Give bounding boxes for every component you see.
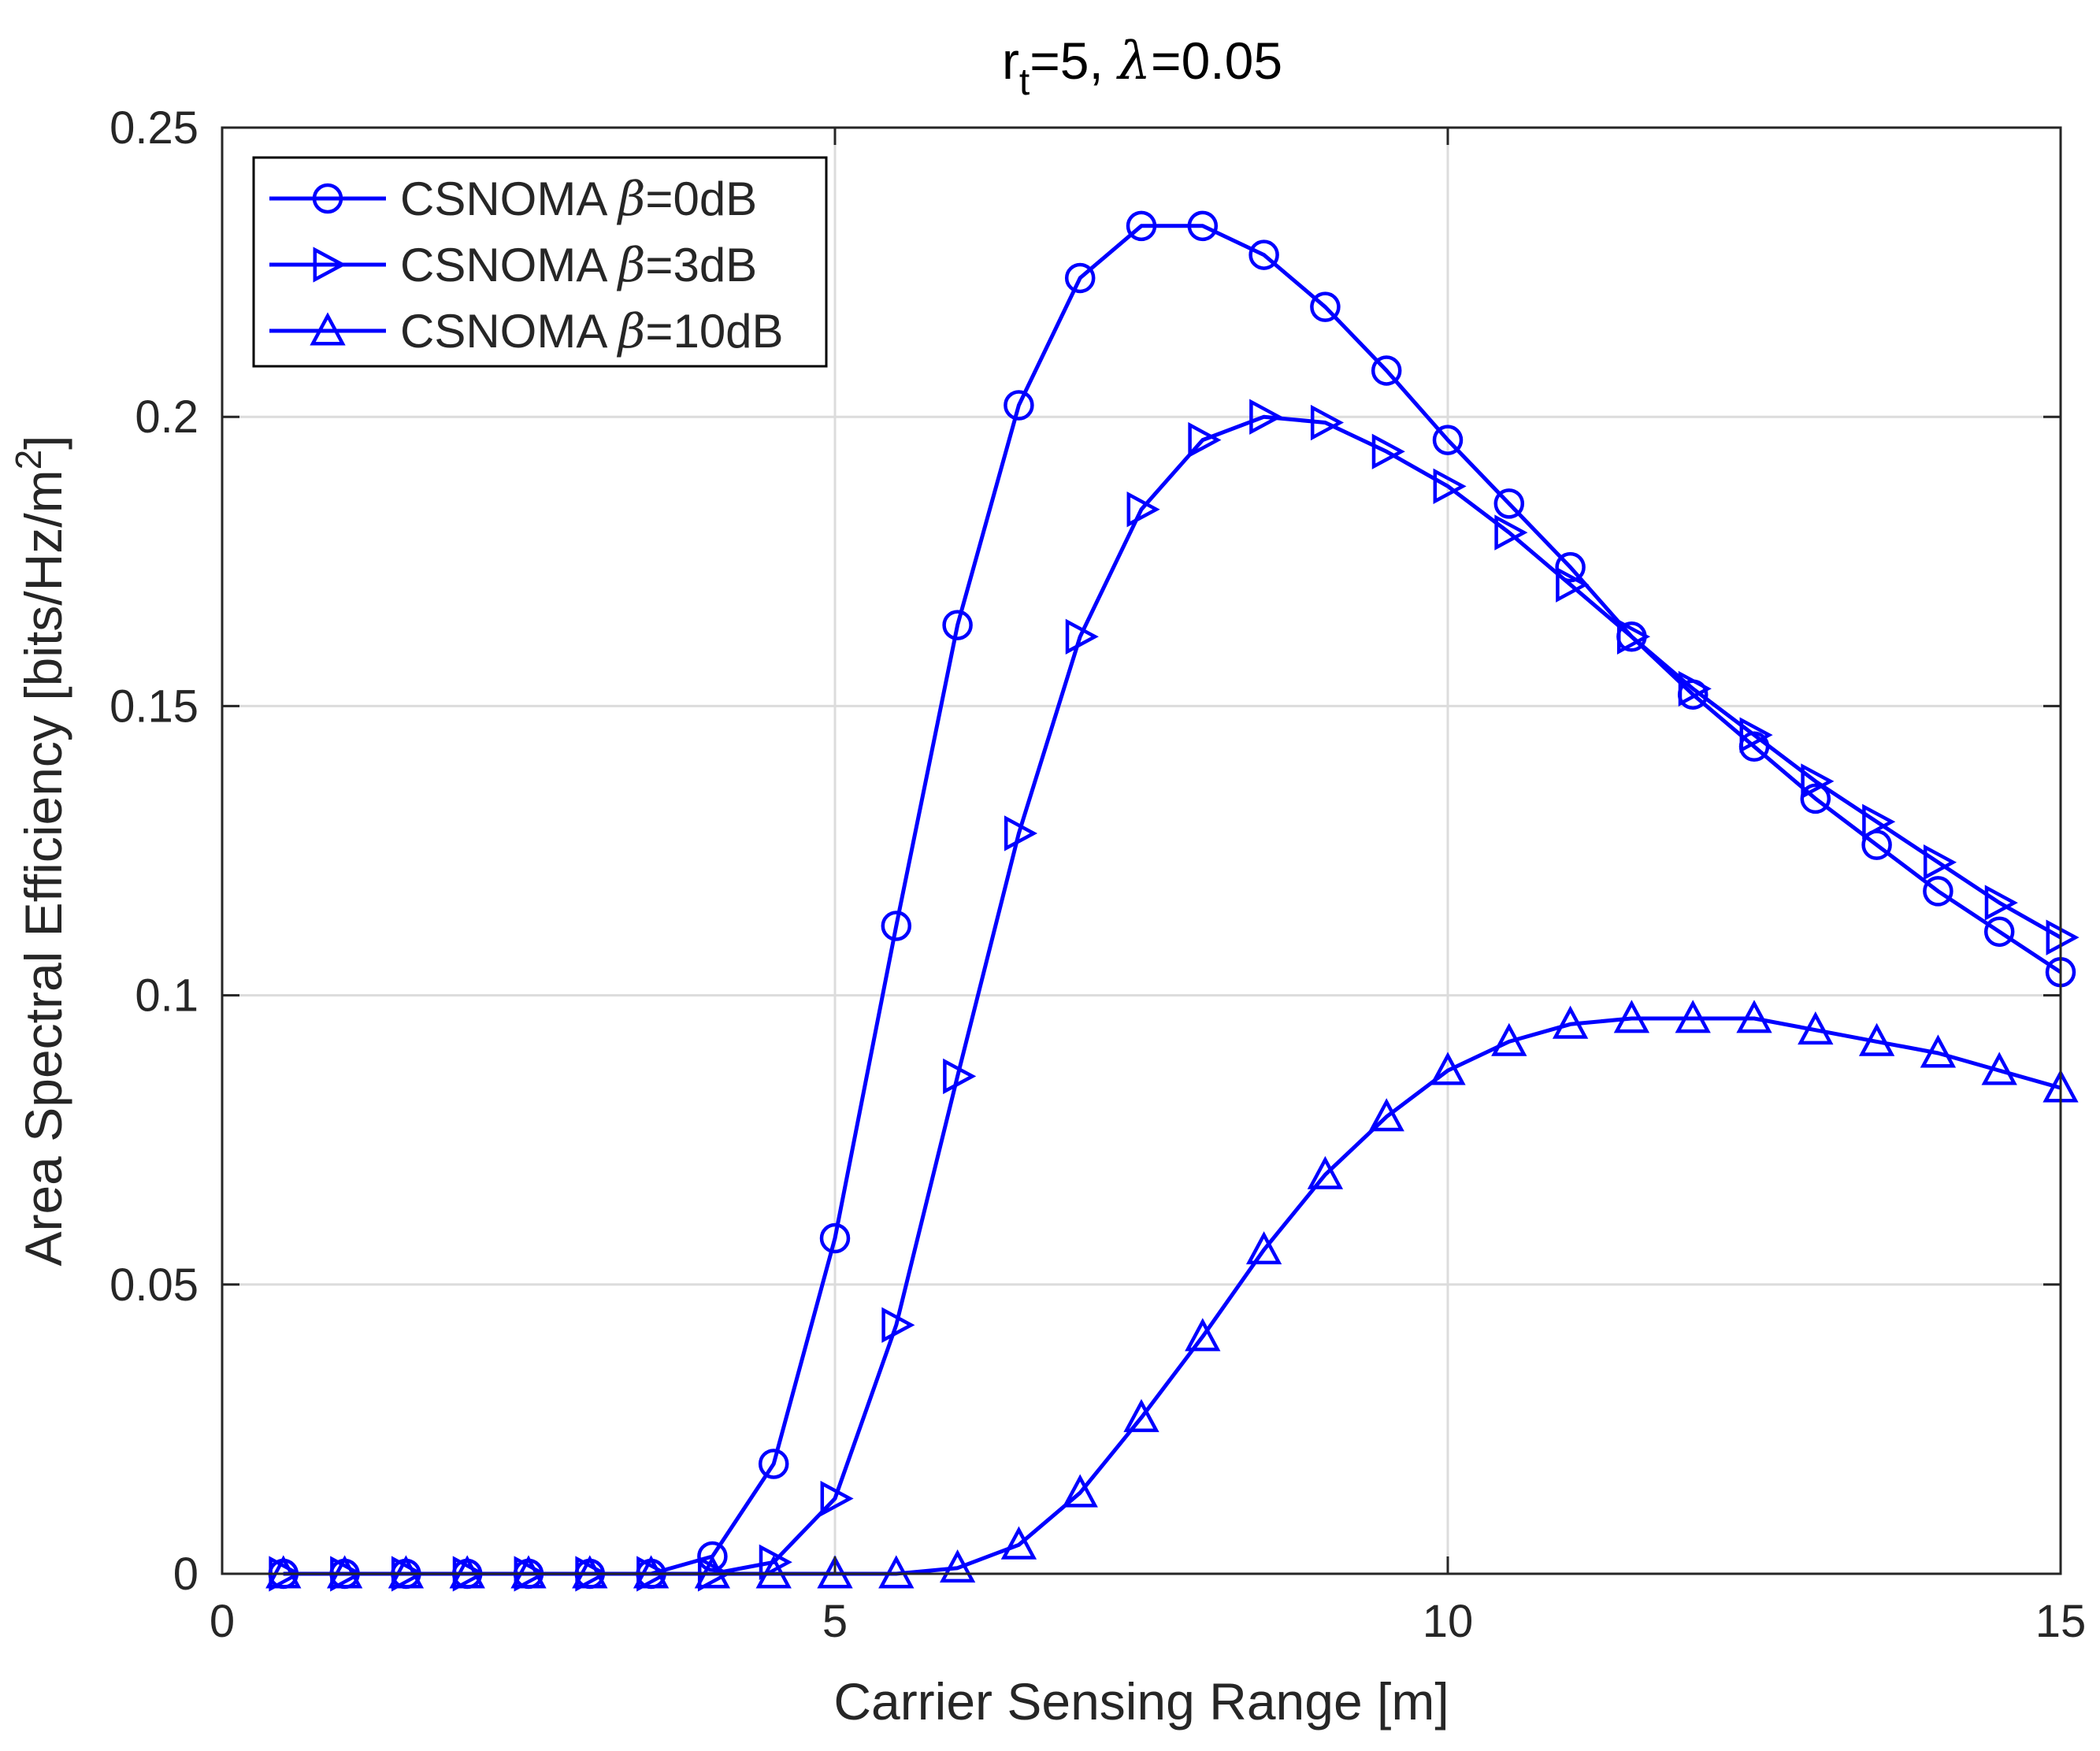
y-tick-label: 0.05 [109,1259,198,1311]
data-point [881,1307,915,1343]
data-point [1858,1022,1895,1056]
y-tick-label: 0.2 [135,391,198,443]
data-point [1062,1474,1098,1508]
data-point [1981,1052,2017,1085]
data-point [1433,468,1467,504]
data-point [1248,239,1279,270]
data-point [1371,433,1405,469]
data-point [758,1449,789,1479]
y-axis-title-sup: 2 [8,450,49,470]
data-point [939,1549,976,1583]
data-point [1923,876,1953,907]
y-tick-label: 0 [173,1549,198,1600]
y-axis-title-main: Area Spectral Efficiency [bits/Hz/m [14,469,72,1266]
title-end: =0.05 [1151,32,1282,90]
data-point [1984,885,2018,921]
data-point [1800,783,1831,814]
legend-label: CSNOMA β=3dB [400,238,757,293]
axes-box [221,126,2062,1575]
data-point [759,1544,792,1580]
data-point [1004,390,1034,421]
data-point [1004,815,1038,851]
data-point [1862,803,1896,840]
data-point [1923,844,1957,881]
y-axis-title: Area Spectral Efficiency [bits/Hz/m2] [8,435,72,1266]
data-point [1126,210,1157,242]
data-point [697,1541,728,1572]
data-point [881,911,912,941]
data-point [1983,916,2015,948]
chart-title: rt=5, λ=0.05 [1002,31,1282,103]
title-mid: =5, [1030,32,1118,90]
x-axis-title: Carrier Sensing Range [m] [833,1672,1449,1731]
data-point [1801,763,1835,799]
data-point [1430,1052,1466,1085]
legend-marker [310,312,346,346]
x-tick-label: 0 [210,1596,235,1647]
data-point [1249,399,1283,435]
data-point [1736,1000,1772,1033]
y-tick-label: 0.1 [135,970,198,1022]
legend-entry: CSNOMA β=0dB [269,172,757,227]
data-point [1494,514,1528,551]
title-r: r [1002,32,1019,90]
data-point [1556,566,1590,603]
data-point [1616,618,1651,655]
legend-entry: CSNOMA β=10dB [269,304,784,359]
x-tick-label: 15 [2035,1596,2087,1647]
data-point [1126,492,1160,528]
data-point [1552,1005,1589,1039]
data-point [943,1058,977,1095]
data-point [1310,404,1345,441]
data-point [1798,1011,1834,1045]
data-point [1368,1098,1404,1132]
title-subscript: t [1019,61,1030,103]
legend: CSNOMA β=0dB CSNOMA β=3dB CSNOMA β=10dB [252,156,828,368]
data-point [1371,355,1402,386]
data-point [1491,1022,1527,1056]
data-point [820,1480,854,1517]
data-point [1307,1156,1344,1189]
data-point [1613,1000,1650,1033]
legend-marker [312,183,343,214]
data-point [1065,618,1099,655]
legend-entry: CSNOMA β=3dB [269,238,757,293]
data-point [1185,1318,1221,1352]
data-point [1188,421,1222,458]
ticks [221,126,2062,1575]
data-point [1432,425,1464,455]
data-point [1920,1034,1957,1068]
data-point [1310,291,1341,322]
data-point [1493,488,1525,519]
data-point [819,1222,851,1254]
legend-entries: CSNOMA β=0dB CSNOMA β=3dB CSNOMA β=10dB [269,172,784,359]
data-point [1000,1526,1037,1560]
data-point [1739,717,1773,753]
data-point [942,610,973,640]
data-point [1555,551,1586,583]
title-lambda: λ [1115,31,1151,91]
data-point [1187,210,1219,242]
data-point [1678,670,1712,707]
legend-label: CSNOMA β=0dB [400,172,757,227]
legend-marker [313,247,347,283]
x-tick-label: 5 [822,1596,848,1647]
tick-labels: 0 5 10 15 0 0.05 0.1 0.15 0.2 0.25 [109,102,2086,1647]
x-tick-label: 10 [1423,1596,1474,1647]
y-tick-label: 0.15 [109,681,198,732]
legend-label: CSNOMA β=10dB [400,304,784,359]
data-point [1675,1000,1711,1033]
data-point [1245,1231,1282,1265]
data-point [1123,1399,1159,1433]
grid [222,128,2061,1574]
y-tick-label: 0.25 [109,102,198,154]
y-axis-title-end: ] [14,435,72,449]
data-point [1064,262,1096,294]
